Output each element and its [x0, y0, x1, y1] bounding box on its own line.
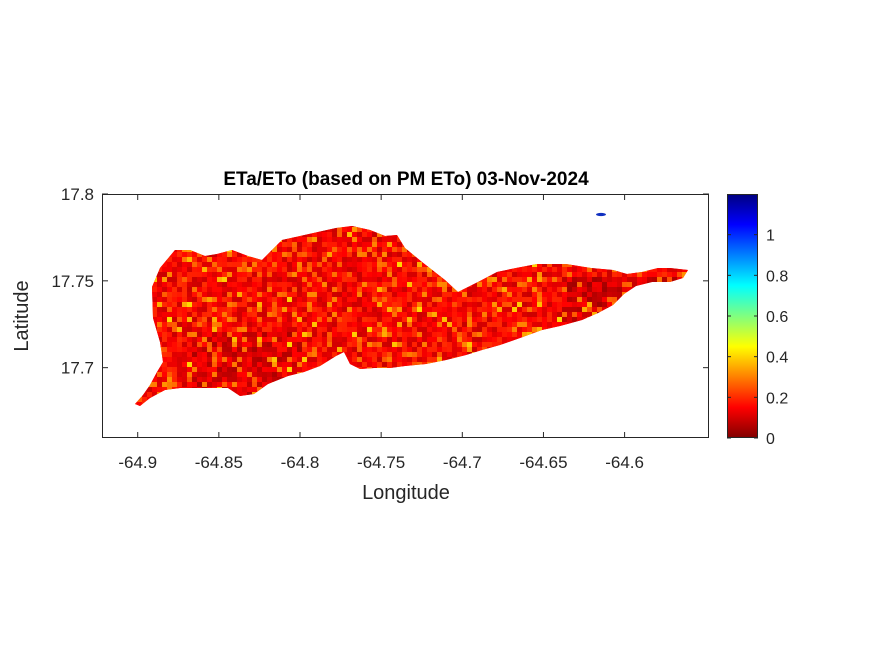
small-islet: [596, 212, 606, 217]
x-tick-label: -64.65: [519, 453, 567, 472]
y-axis-ticks: 17.7 17.75 17.8: [51, 185, 709, 378]
plot-area: -64.9 -64.85 -64.8 -64.75 -64.7 -64.65 -64.6 1…: [51, 185, 709, 472]
chart-title: ETa/ETo (based on PM ETo) 03-Nov-2024: [223, 169, 589, 190]
colorbar-tick-label: 1: [766, 228, 775, 245]
plot-frame: [102, 194, 709, 438]
colorbar-tick-label: 0.6: [766, 309, 788, 326]
x-tick-label: -64.85: [195, 453, 243, 472]
x-tick-label: -64.9: [118, 453, 157, 472]
y-tick-label: 17.7: [61, 359, 94, 378]
colorbar-tick-label: 0.8: [766, 268, 788, 285]
y-tick-label: 17.8: [61, 185, 94, 204]
colorbar: 0 0.2 0.4 0.6 0.8 1: [727, 194, 788, 448]
x-tick-label: -64.75: [357, 453, 405, 472]
x-axis-label: Longitude: [362, 482, 450, 504]
colorbar-gradient: [727, 194, 758, 438]
y-axis-label: Latitude: [11, 280, 33, 351]
colorbar-tick-label: 0.2: [766, 390, 788, 407]
x-axis-ticks: -64.9 -64.85 -64.8 -64.75 -64.7 -64.65 -64.6: [118, 194, 644, 472]
x-tick-label: -64.8: [281, 453, 320, 472]
colorbar-ticks: 0 0.2 0.4 0.6 0.8 1: [727, 228, 788, 448]
x-tick-label: -64.6: [605, 453, 644, 472]
colorbar-tick-label: 0.4: [766, 350, 788, 367]
colorbar-tick-label: 0: [766, 431, 775, 448]
y-tick-label: 17.75: [51, 272, 94, 291]
x-tick-label: -64.7: [443, 453, 482, 472]
